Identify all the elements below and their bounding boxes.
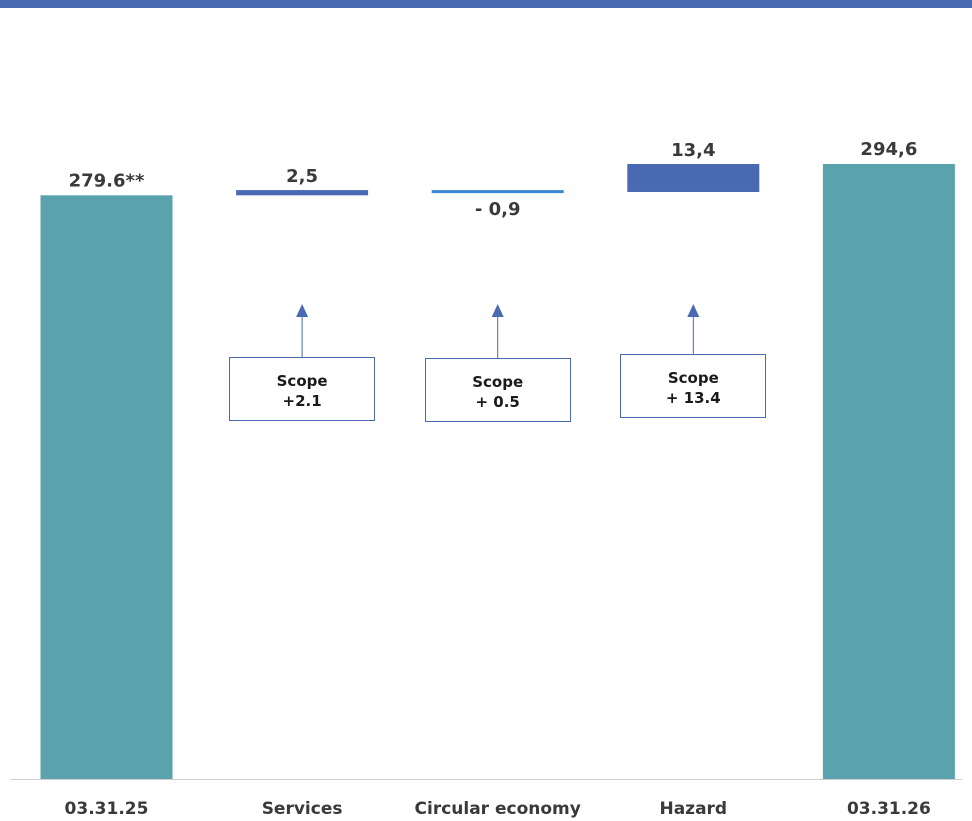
- value-label-services: 2,5: [286, 166, 318, 187]
- value-label-circular-economy: - 0,9: [475, 199, 521, 220]
- category-label-circular-economy: Circular economy: [415, 799, 581, 819]
- scope-callout-value: + 0.5: [475, 393, 520, 411]
- bar-03-31-26: [822, 164, 955, 779]
- scope-callout-circular-economy: Scope + 0.5: [424, 358, 571, 422]
- bar-hazard: [627, 164, 760, 192]
- category-label-03-31-25: 03.31.25: [65, 799, 149, 819]
- callout-arrow-head-services: [296, 304, 309, 317]
- category-label-services: Services: [262, 799, 343, 819]
- scope-callout-title: Scope: [472, 373, 524, 391]
- scope-callout-title: Scope: [276, 372, 328, 390]
- header-accent-bar: [0, 0, 972, 8]
- value-label-03-31-25: 279.6**: [69, 170, 145, 191]
- scope-callout-title: Scope: [667, 369, 719, 387]
- scope-callout-value: + 13.4: [665, 389, 721, 407]
- bar-services: [236, 190, 369, 196]
- scope-callout-services: Scope +2.1: [229, 357, 376, 421]
- category-label-03-31-26: 03.31.26: [847, 799, 931, 819]
- callout-arrow-head-hazard: [687, 304, 700, 317]
- category-label-hazard: Hazard: [659, 799, 727, 819]
- bar-circular-economy: [431, 190, 564, 194]
- callout-arrow-head-circular-economy: [491, 304, 504, 317]
- scope-callout-hazard: Scope + 13.4: [620, 354, 767, 418]
- value-label-03-31-26: 294,6: [860, 139, 917, 160]
- scope-callout-value: +2.1: [282, 392, 322, 410]
- value-label-hazard: 13,4: [671, 140, 715, 161]
- bar-03-31-25: [40, 195, 173, 779]
